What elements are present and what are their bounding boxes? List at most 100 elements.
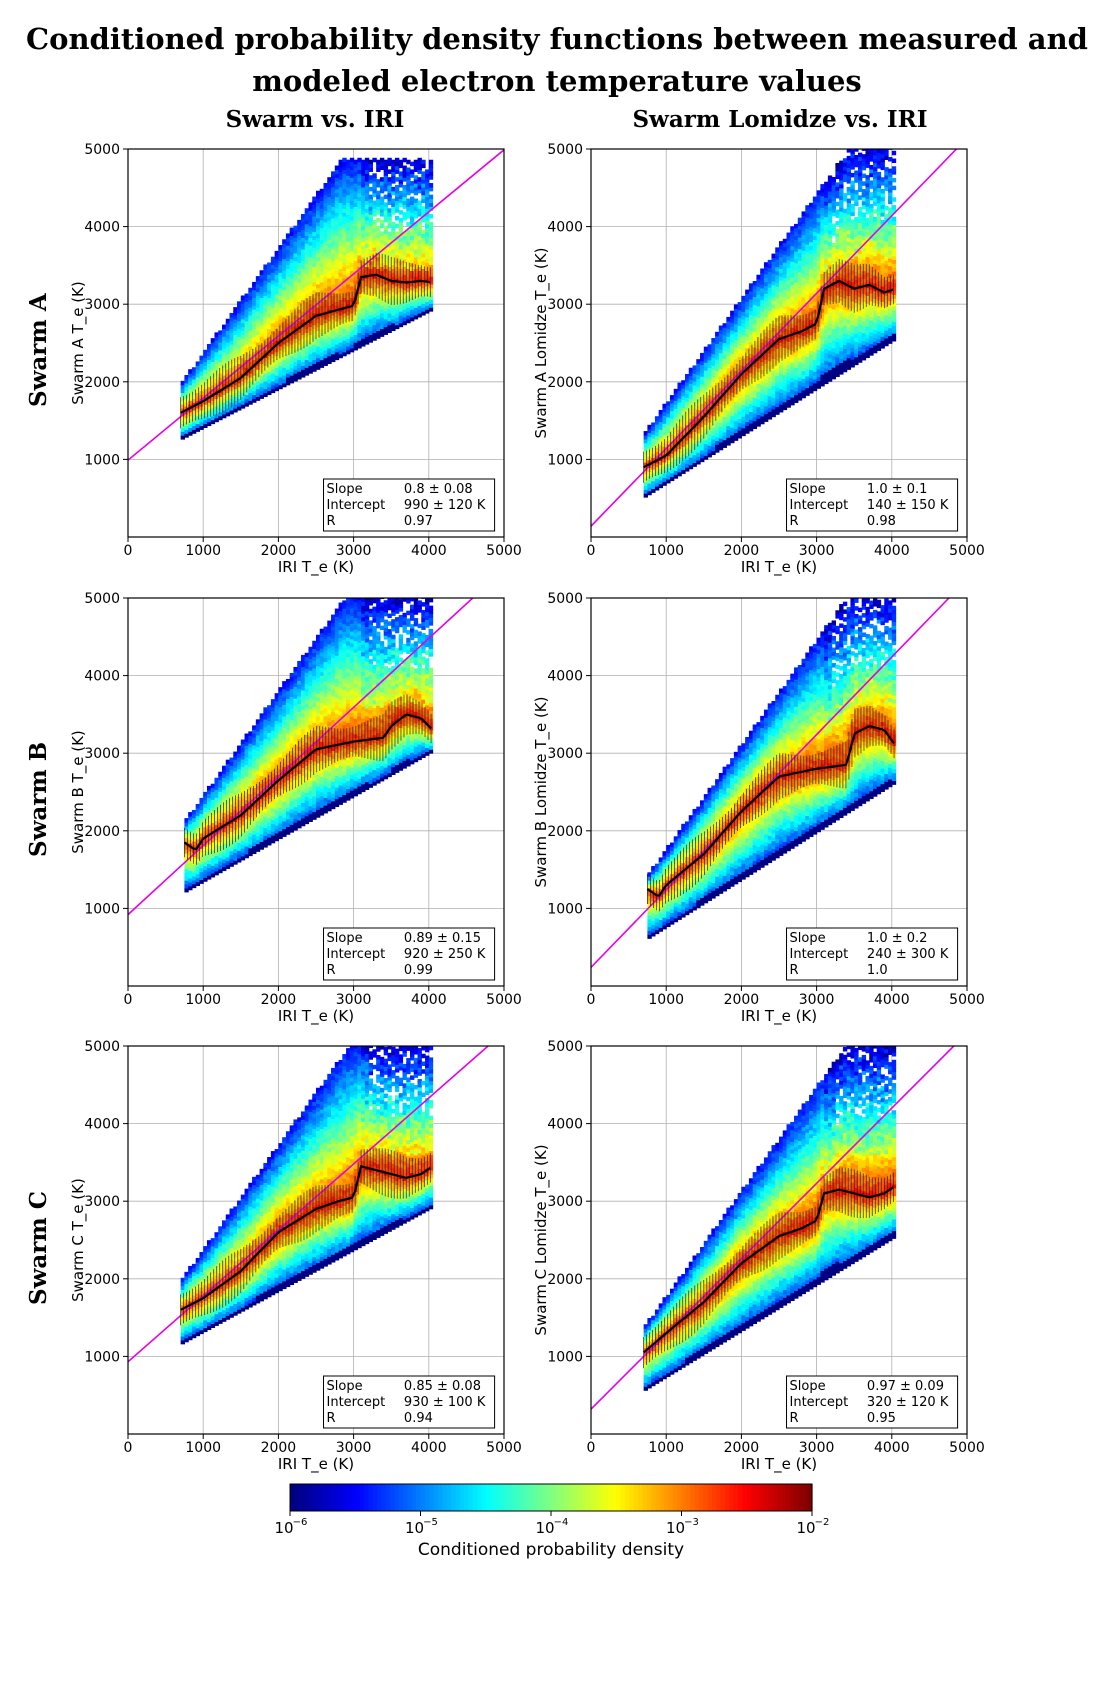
- heatmap-cell: [379, 316, 385, 322]
- heatmap-cell: [346, 163, 351, 169]
- heatmap-cell: [873, 149, 878, 152]
- heatmap-cell: [304, 219, 310, 225]
- heatmap-cell: [267, 371, 272, 376]
- heatmap-cell: [801, 316, 806, 321]
- heatmap-cell: [643, 477, 648, 483]
- heatmap-cell: [210, 376, 216, 382]
- heatmap-cell: [417, 219, 422, 225]
- heatmap-cell: [816, 209, 821, 215]
- heatmap-cell: [334, 344, 340, 349]
- heatmap-cell: [824, 208, 829, 214]
- heatmap-cell: [688, 425, 694, 431]
- heatmap-cell: [733, 436, 739, 441]
- heatmap-cell: [338, 217, 343, 223]
- heatmap-cell: [794, 235, 799, 241]
- heatmap-cell: [756, 363, 761, 369]
- heatmap-cell: [703, 455, 709, 460]
- heatmap-cell: [206, 343, 212, 349]
- heatmap-cell: [809, 389, 814, 394]
- heatmap-cell: [259, 382, 264, 388]
- heatmap-cell: [816, 240, 821, 246]
- heatmap-cell: [700, 457, 705, 463]
- heatmap-cell: [827, 338, 833, 343]
- heatmap-cell: [406, 264, 411, 269]
- heatmap-cell: [413, 283, 419, 289]
- heatmap-cell: [402, 297, 407, 302]
- heatmap-cell: [293, 314, 298, 320]
- heatmap-cell: [786, 298, 791, 303]
- heatmap-cell: [760, 268, 765, 273]
- heatmap-cell: [368, 311, 373, 316]
- heatmap-cell: [861, 212, 867, 217]
- heatmap-cell: [379, 332, 385, 337]
- heatmap-cell: [820, 304, 825, 309]
- heatmap-cell: [349, 266, 355, 271]
- heatmap-cell: [428, 225, 434, 231]
- heatmap-cell: [763, 312, 769, 318]
- heatmap-cell: [669, 457, 675, 462]
- heatmap-cell: [372, 173, 377, 178]
- heatmap-cell: [274, 305, 279, 310]
- heatmap-cell: [188, 423, 193, 428]
- heatmap-cell: [263, 345, 268, 351]
- heatmap-cell: [809, 334, 814, 340]
- heatmap-cell: [869, 308, 874, 313]
- heatmap-cell: [873, 329, 878, 334]
- heatmap-cell: [846, 307, 852, 312]
- heatmap-cell: [651, 461, 656, 466]
- heatmap-cell: [654, 482, 660, 487]
- heatmap-cell: [782, 285, 788, 290]
- heatmap-cell: [417, 204, 422, 209]
- heatmap-cell: [662, 423, 667, 428]
- heatmap-cell: [658, 425, 664, 430]
- heatmap-cell: [775, 270, 780, 276]
- heatmap-cell: [353, 186, 358, 192]
- heatmap-cell: [730, 396, 735, 401]
- heatmap-cell: [338, 175, 343, 180]
- heatmap-cell: [293, 287, 298, 293]
- heatmap-cell: [865, 260, 870, 265]
- heatmap-cell: [763, 324, 769, 329]
- heatmap-cell: [357, 215, 362, 221]
- heatmap-cell: [651, 441, 656, 447]
- heatmap-cell: [820, 374, 825, 379]
- stats-value: 0.97: [404, 514, 433, 529]
- heatmap-cell: [737, 321, 742, 326]
- heatmap-cell: [391, 326, 396, 332]
- heatmap-cell: [342, 188, 347, 194]
- heatmap-cell: [801, 393, 806, 399]
- heatmap-cell: [794, 363, 799, 369]
- heatmap-cell: [839, 296, 844, 301]
- heatmap-cell: [282, 270, 287, 275]
- heatmap-cell: [835, 298, 840, 304]
- heatmap-cell: [214, 332, 219, 337]
- heatmap-cell: [421, 287, 426, 293]
- heatmap-cell: [715, 366, 720, 372]
- heatmap-cell: [685, 408, 690, 414]
- heatmap-cell: [790, 389, 795, 394]
- heatmap-cell: [827, 253, 833, 258]
- heatmap-cell: [831, 285, 836, 291]
- heatmap-cell: [722, 361, 727, 367]
- heatmap-cell: [876, 334, 882, 340]
- heatmap-cell: [316, 206, 321, 211]
- heatmap-cell: [741, 342, 746, 347]
- heatmap-cell: [733, 370, 739, 375]
- heatmap-cell: [248, 380, 253, 386]
- heatmap-cell: [805, 267, 810, 272]
- heatmap-cell: [297, 367, 302, 372]
- heatmap-cell: [327, 266, 332, 271]
- heatmap-cell: [790, 385, 795, 390]
- heatmap-cell: [820, 273, 825, 278]
- heatmap-cell: [255, 338, 261, 343]
- heatmap-cell: [346, 260, 351, 266]
- heatmap-cell: [775, 293, 780, 299]
- heatmap-cell: [835, 306, 840, 312]
- heatmap-cell: [278, 365, 283, 370]
- heatmap-cell: [715, 386, 720, 391]
- heatmap-cell: [854, 244, 859, 249]
- heatmap-cell: [206, 417, 212, 423]
- heatmap-cell: [319, 258, 325, 264]
- heatmap-cell: [854, 217, 859, 222]
- heatmap-cell: [782, 405, 788, 411]
